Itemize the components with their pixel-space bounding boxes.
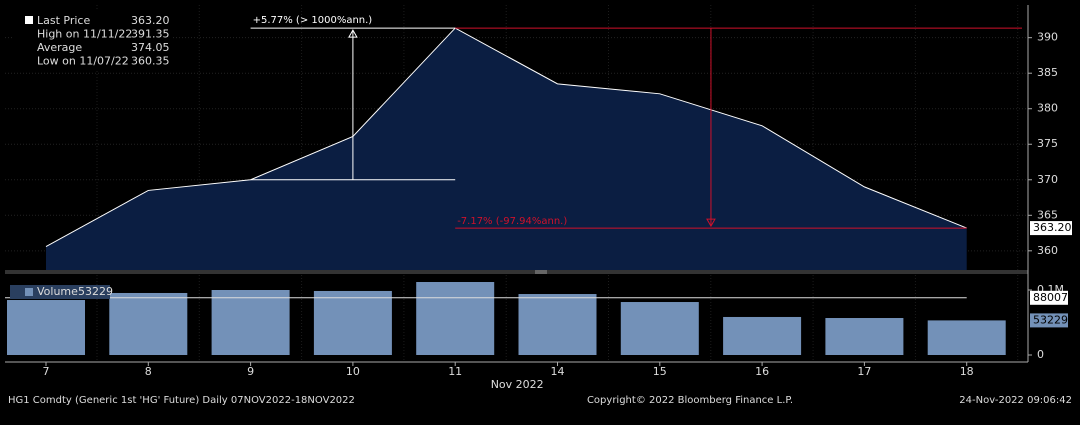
y-tick-label: 385: [1037, 66, 1058, 79]
y-tick-label: 0: [1037, 348, 1044, 361]
legend-label: Average: [37, 41, 82, 54]
legend-value: 360.35: [131, 55, 170, 68]
footer-center: Copyright© 2022 Bloomberg Finance L.P.: [587, 395, 793, 406]
x-tick-label: 15: [653, 365, 667, 378]
area: [46, 28, 967, 270]
x-tick-label: 16: [755, 365, 769, 378]
legend-swatch: [25, 16, 33, 24]
bar: [927, 320, 1006, 355]
avg-tag: [1030, 290, 1068, 305]
bar: [7, 300, 85, 355]
bar: [825, 318, 904, 355]
panel-separator: [5, 270, 1028, 274]
x-tick-label: 11: [448, 365, 462, 378]
legend-value: 363.20: [131, 14, 170, 27]
fall-arrowhead: [706, 218, 716, 228]
last-label: 363.20: [1033, 221, 1072, 234]
x-tick-label: 7: [43, 365, 50, 378]
legend-box: [12, 10, 172, 70]
x-tick-label: 9: [247, 365, 254, 378]
y-tick-label: 370: [1037, 173, 1058, 186]
legend-value: 391.35: [131, 28, 170, 41]
x-tick-label: 14: [551, 365, 565, 378]
x-tick-label: 8: [145, 365, 152, 378]
footer-left: HG1 Comdty (Generic 1st 'HG' Future) Dai…: [8, 395, 355, 406]
y-tick-label: 390: [1037, 31, 1058, 44]
x-tick-label: 17: [857, 365, 871, 378]
bar: [313, 290, 392, 355]
vol-legend-name: Volume: [37, 285, 78, 298]
rise-arrowhead: [348, 29, 358, 38]
legend-label: Low on 11/07/22: [37, 55, 129, 68]
separator-handle: [535, 270, 547, 274]
vol-tag: [1030, 313, 1068, 328]
bar: [211, 289, 290, 355]
y-tick-label: 360: [1037, 244, 1058, 257]
footer-right: 24-Nov-2022 09:06:42: [959, 395, 1072, 406]
bar: [620, 302, 699, 355]
y-tick-label: 365: [1037, 208, 1058, 221]
vol-label: 53229: [1033, 313, 1068, 326]
y-tick-label: 375: [1037, 137, 1058, 150]
vol-legend-value: 53229: [78, 285, 113, 298]
y-tick-label: 380: [1037, 102, 1058, 115]
legend-label: High on 11/11/22: [37, 28, 132, 41]
x-tick-label: 18: [960, 365, 974, 378]
bar: [416, 282, 495, 355]
bar: [518, 294, 597, 355]
x-tick-label: 10: [346, 365, 360, 378]
vol-legend-box: [10, 285, 110, 299]
legend-value: 374.05: [131, 41, 170, 54]
avg-label: 88007: [1033, 291, 1068, 304]
bar: [723, 316, 802, 355]
fall-label: -7.17% (-97.94%ann.): [457, 216, 567, 227]
last-tag: [1030, 221, 1072, 236]
legend-label: Last Price: [37, 14, 90, 27]
rise-label: +5.77% (> 1000%ann.): [253, 15, 373, 26]
x-axis-label: Nov 2022: [491, 378, 544, 391]
vol-legend-swatch: [25, 288, 33, 296]
bar: [109, 292, 188, 355]
line: [45, 27, 967, 247]
